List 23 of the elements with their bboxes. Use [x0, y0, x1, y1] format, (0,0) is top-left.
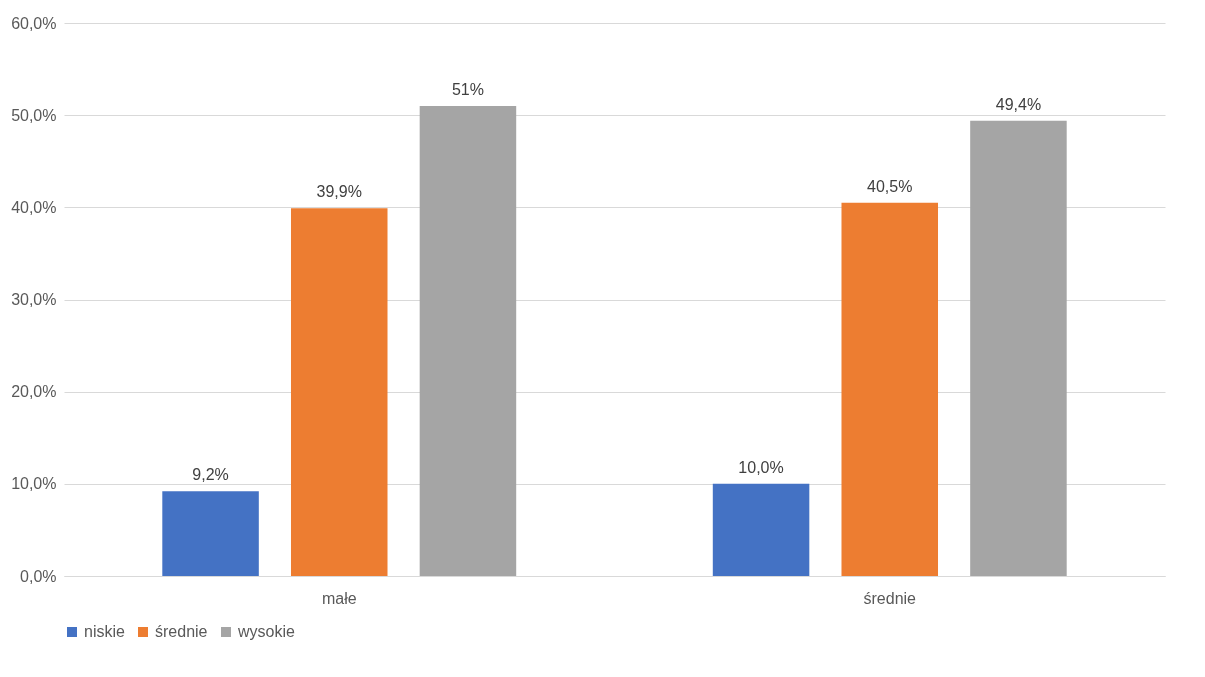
x-tick-label: małe [321, 589, 357, 607]
data-label: 40,5% [867, 177, 913, 195]
y-tick-label: 30,0% [11, 291, 57, 308]
legend-label: wysokie [237, 623, 296, 640]
y-tick-label: 10,0% [11, 475, 57, 493]
y-tick-label: 60,0% [11, 14, 57, 32]
y-tick-label: 20,0% [11, 383, 57, 401]
y-tick-label: 50,0% [11, 106, 57, 124]
bar [970, 120, 1067, 576]
data-label: 49,4% [995, 95, 1042, 113]
bar [419, 105, 517, 576]
bar [290, 208, 388, 576]
bar [162, 491, 259, 576]
data-label: 51% [451, 80, 484, 98]
legend-label: średnie [155, 623, 208, 640]
y-tick-label: 0,0% [20, 567, 57, 585]
y-tick-label: 40,0% [11, 198, 57, 216]
data-label: 10,0% [738, 458, 784, 476]
bar [841, 202, 939, 576]
bar [712, 483, 810, 576]
legend-label: niskie [84, 623, 126, 640]
data-label: 9,2% [192, 466, 229, 484]
data-label: 39,9% [316, 183, 362, 201]
